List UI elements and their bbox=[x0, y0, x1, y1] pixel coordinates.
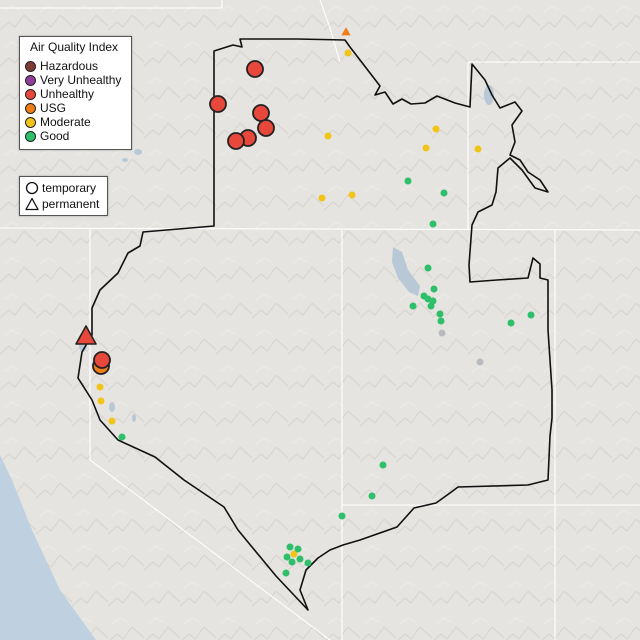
monitor-unhealthy[interactable] bbox=[227, 132, 245, 150]
monitor-unknown[interactable] bbox=[438, 329, 446, 337]
legend-label: permanent bbox=[42, 197, 100, 211]
legend-label: USG bbox=[40, 101, 67, 115]
legend-item-usg: USG bbox=[25, 101, 66, 115]
usg-swatch-icon bbox=[25, 102, 36, 114]
lake-oregon-2 bbox=[122, 158, 128, 162]
legend-item-unhealthy: Unhealthy bbox=[25, 87, 94, 101]
monitor-unhealthy[interactable] bbox=[246, 60, 264, 78]
monitor-unhealthy[interactable] bbox=[93, 351, 111, 369]
legend-title: Air Quality Index bbox=[30, 40, 119, 54]
monitor-unhealthy[interactable] bbox=[252, 104, 270, 122]
pacific-ocean bbox=[0, 455, 96, 640]
great-salt-lake bbox=[392, 247, 420, 296]
legend-item-very-unhealthy: Very Unhealthy bbox=[25, 73, 121, 87]
region-boundary bbox=[77, 38, 553, 611]
aqi-legend: Air Quality Index Hazardous Very Unhealt… bbox=[19, 36, 132, 150]
legend-label: temporary bbox=[42, 181, 97, 195]
triangle-icon bbox=[25, 197, 39, 211]
monitor-usg-permanent[interactable] bbox=[341, 27, 351, 36]
moderate-monitors[interactable] bbox=[96, 49, 482, 558]
legend-label: Moderate bbox=[40, 115, 91, 129]
legend-label: Hazardous bbox=[40, 59, 99, 73]
legend-label: Unhealthy bbox=[40, 87, 95, 101]
lake-oregon bbox=[134, 149, 142, 155]
legend-item-temporary: temporary bbox=[25, 181, 96, 195]
pyramid-lake bbox=[132, 414, 136, 422]
unhealthy-swatch-icon bbox=[25, 88, 36, 100]
legend-label: Good bbox=[40, 129, 70, 143]
monitor-unhealthy[interactable] bbox=[209, 95, 227, 113]
hazardous-swatch-icon bbox=[25, 60, 36, 72]
lake-tahoe bbox=[109, 402, 115, 412]
very-unhealthy-swatch-icon bbox=[25, 74, 36, 86]
legend-item-good: Good bbox=[25, 129, 69, 143]
legend-item-moderate: Moderate bbox=[25, 115, 91, 129]
good-monitors[interactable] bbox=[118, 177, 535, 577]
monitor-unhealthy[interactable] bbox=[257, 119, 275, 137]
good-swatch-icon bbox=[25, 130, 36, 142]
legend-item-permanent: permanent bbox=[25, 197, 99, 211]
monitor-markers[interactable] bbox=[75, 27, 535, 577]
yellowstone-lake bbox=[484, 85, 494, 105]
monitor-unknown[interactable] bbox=[476, 358, 484, 366]
circle-icon bbox=[25, 181, 39, 195]
shape-legend: temporary permanent bbox=[19, 176, 108, 216]
moderate-swatch-icon bbox=[25, 116, 36, 128]
monitor-unhealthy-permanent[interactable] bbox=[75, 325, 97, 345]
legend-label: Very Unhealthy bbox=[40, 73, 122, 87]
legend-item-hazardous: Hazardous bbox=[25, 59, 98, 73]
